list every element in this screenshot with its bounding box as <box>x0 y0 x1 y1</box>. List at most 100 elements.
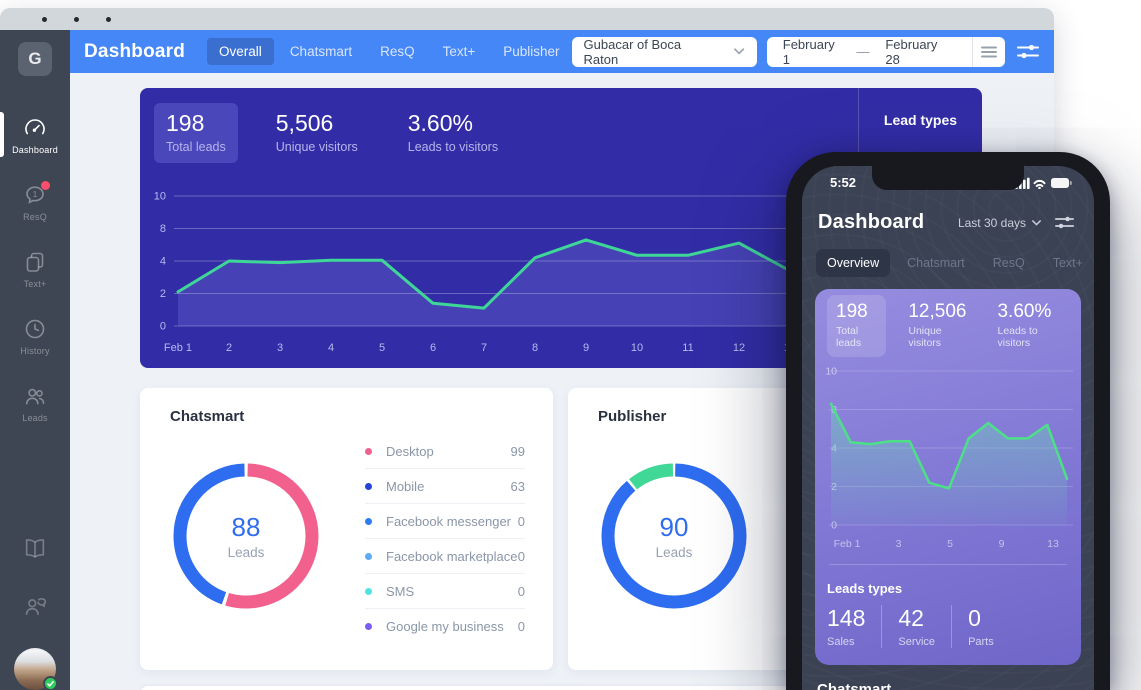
date-from[interactable]: February 1 <box>782 36 835 67</box>
account-selector[interactable]: Gubacar of Boca Raton <box>571 36 757 67</box>
phone-leads-types-heading: Leads types <box>827 581 903 596</box>
svg-text:5: 5 <box>947 538 953 550</box>
legend-label: Facebook marketplace <box>386 548 518 564</box>
svg-text:4: 4 <box>160 256 166 268</box>
tab-chatsmart[interactable]: Chatsmart <box>289 44 353 59</box>
stat-value: 198 <box>836 301 868 322</box>
stat-label: Total leads <box>166 140 226 154</box>
phone-next-section-title: Chatsmart <box>817 681 892 690</box>
window-titlebar <box>0 8 1054 30</box>
date-to[interactable]: February 28 <box>885 36 938 67</box>
phone-status-bar: 5:52 <box>802 166 1094 190</box>
gauge-icon <box>23 116 47 140</box>
svg-text:11: 11 <box>682 342 693 354</box>
phone-mockup: 5:52 <box>786 152 1110 690</box>
phone-notch <box>872 166 1024 190</box>
date-list-icon[interactable] <box>972 46 1005 58</box>
tab-textplus[interactable]: Text+ <box>442 44 476 59</box>
svg-text:3: 3 <box>277 342 283 354</box>
wifi-icon <box>1033 179 1046 187</box>
people-icon <box>23 384 47 408</box>
phone-tabs: Overview Chatsmart ResQ Text+ Pub <box>802 234 1094 277</box>
stat-leads-to-visitors[interactable]: 3.60% Leads to visitors <box>396 103 510 163</box>
phone-tab-resq[interactable]: ResQ <box>992 256 1025 270</box>
status-icons <box>1015 177 1072 189</box>
tab-publisher[interactable]: Publisher <box>503 44 560 59</box>
phone-stat-unique-visitors[interactable]: 12,506 Unique visitors <box>899 295 975 357</box>
contact-chat-icon[interactable] <box>21 593 49 624</box>
sidebar-item-textplus[interactable]: Text+ <box>0 240 70 307</box>
sidebar-item-dashboard[interactable]: Dashboard <box>0 106 70 173</box>
stat-total-leads[interactable]: 198 Total leads <box>154 103 238 163</box>
phone-tab-overview[interactable]: Overview <box>816 249 891 277</box>
sidebar-item-label: ResQ <box>23 212 47 222</box>
legend-value: 0 <box>517 548 525 564</box>
sidebar-item-leads[interactable]: Leads <box>0 374 70 441</box>
phone-leads-parts: 0 Parts <box>951 605 1010 648</box>
legend-dot <box>365 517 372 525</box>
sidebar-item-resq[interactable]: 1 ResQ <box>0 173 70 240</box>
top-header: Dashboard Overall Chatsmart ResQ Text+ P… <box>70 30 1054 73</box>
svg-text:4: 4 <box>328 342 334 354</box>
sidebar: G Dashboard <box>0 30 70 690</box>
stat-label: Parts <box>968 636 994 648</box>
legend-value: 0 <box>517 583 525 599</box>
chatsmart-donut-chart: 88 Leads <box>171 461 321 611</box>
legend-value: 0 <box>517 619 525 634</box>
notification-dot <box>41 181 50 190</box>
chat-notification-icon: 1 <box>23 181 50 207</box>
phone-header: Dashboard Last 30 days <box>802 190 1094 234</box>
legend-dot <box>365 482 372 490</box>
svg-text:10: 10 <box>631 342 643 354</box>
stat-value: 3.60% <box>997 301 1052 322</box>
filter-sliders-icon[interactable] <box>1015 39 1040 65</box>
phone-filter-sliders-icon[interactable] <box>1055 216 1074 229</box>
stat-label: Unique visitors <box>275 140 358 154</box>
card-title: Chatsmart <box>170 408 245 425</box>
phone-stat-leads-to-visitors[interactable]: 3.60% Leads to visitors <box>988 295 1069 357</box>
active-nav-indicator <box>0 112 4 157</box>
copy-icon <box>23 250 47 274</box>
legend-row-google-my-business: Google my business 0 <box>365 609 525 644</box>
user-avatar[interactable] <box>14 648 58 690</box>
stat-unique-visitors[interactable]: 5,506 Unique visitors <box>264 103 370 163</box>
book-icon[interactable] <box>21 536 49 567</box>
legend-dot <box>365 623 372 630</box>
stat-label: Leads to visitors <box>997 325 1038 349</box>
svg-text:5: 5 <box>379 342 385 354</box>
legend-value: 0 <box>517 513 525 529</box>
phone-range-selector[interactable]: Last 30 days <box>958 216 1041 230</box>
svg-text:2: 2 <box>226 342 232 354</box>
svg-text:7: 7 <box>481 342 487 354</box>
svg-text:10: 10 <box>154 191 166 203</box>
chatsmart-legend: Desktop 99 Mobile 63 Facebook messenger <box>365 434 525 644</box>
tab-resq[interactable]: ResQ <box>380 44 415 59</box>
legend-row-mobile: Mobile 63 <box>365 469 525 504</box>
header-tabs: Overall Chatsmart ResQ Text+ Publisher <box>207 38 572 65</box>
stat-value: 148 <box>827 605 866 631</box>
phone-tab-textplus[interactable]: Text+ <box>1052 256 1083 270</box>
legend-dot <box>365 447 372 455</box>
legend-label: Google my business <box>386 619 504 634</box>
sidebar-item-label: Leads <box>22 413 48 423</box>
stat-value: 5,506 <box>275 110 334 136</box>
svg-text:Feb 1: Feb 1 <box>164 342 192 354</box>
tab-overall[interactable]: Overall <box>207 38 274 65</box>
phone-leads-types: 148 Sales 42 Service 0 Parts <box>827 605 1069 648</box>
svg-text:9: 9 <box>583 342 589 354</box>
page-title: Dashboard <box>84 40 186 62</box>
phone-tab-chatsmart[interactable]: Chatsmart <box>907 256 965 270</box>
phone-page-title: Dashboard <box>818 211 925 233</box>
date-separator: — <box>856 44 870 59</box>
svg-text:2: 2 <box>160 288 166 300</box>
app-logo: G <box>18 42 52 76</box>
phone-stat-total-leads[interactable]: 198 Total leads <box>827 295 887 357</box>
legend-label: SMS <box>386 583 415 599</box>
legend-label: Desktop <box>386 443 434 459</box>
sidebar-item-history[interactable]: History <box>0 307 70 374</box>
phone-leads-sales: 148 Sales <box>827 605 881 648</box>
publisher-donut-chart: 90 Leads <box>599 461 749 611</box>
stat-value: 198 <box>166 110 205 136</box>
